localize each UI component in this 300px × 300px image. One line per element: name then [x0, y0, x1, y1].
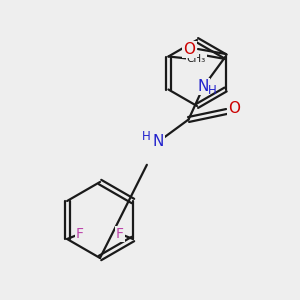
- Text: O: O: [229, 101, 241, 116]
- Text: H: H: [208, 84, 217, 97]
- Text: O: O: [184, 42, 196, 57]
- Text: N: N: [153, 134, 164, 149]
- Text: F: F: [76, 227, 84, 241]
- Text: H: H: [142, 130, 151, 143]
- Text: CH₃: CH₃: [187, 53, 206, 64]
- Text: F: F: [116, 227, 124, 241]
- Text: N: N: [198, 79, 209, 94]
